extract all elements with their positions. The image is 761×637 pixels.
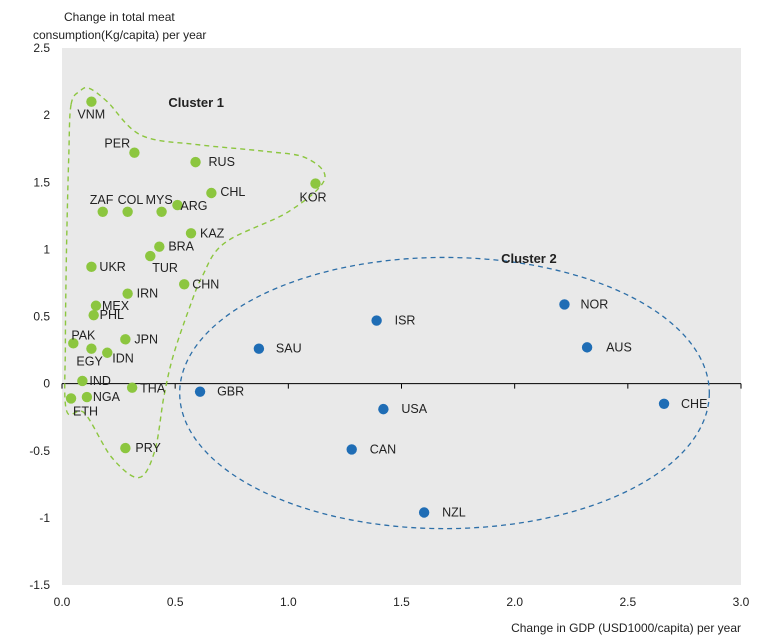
- point-nga: [81, 391, 93, 403]
- y-tick-label: 1: [43, 242, 50, 256]
- point-jpn: [120, 334, 131, 345]
- point-mys: [156, 206, 167, 217]
- point-chl: [206, 187, 217, 199]
- point-chn: [179, 279, 190, 290]
- point-label-rus: RUS: [209, 155, 235, 169]
- point-label-can: CAN: [370, 442, 396, 456]
- point-rus: [190, 156, 201, 168]
- point-sau: [253, 343, 265, 354]
- point-label-nga: NGA: [93, 390, 121, 404]
- point-kaz: [185, 228, 197, 239]
- point-label-usa: USA: [401, 402, 427, 416]
- point-label-tur: TUR: [152, 261, 178, 275]
- plot-area: [62, 48, 741, 585]
- y-axis-title-line-1: Change in total meat: [64, 10, 175, 24]
- point-col: [122, 206, 133, 217]
- point-label-tha: THA: [140, 382, 166, 396]
- y-tick-label: -1: [39, 511, 50, 525]
- point-egy: [86, 343, 97, 354]
- point-isr: [371, 315, 382, 326]
- y-axis-title-line-2: consumption(Kg/capita) per year: [33, 28, 206, 42]
- point-label-ind: IND: [89, 374, 111, 388]
- point-label-che: CHE: [681, 397, 707, 411]
- point-label-gbr: GBR: [217, 385, 244, 399]
- point-nzl: [418, 507, 430, 518]
- point-label-chl: CHL: [220, 185, 245, 199]
- point-nor: [559, 299, 570, 310]
- y-tick-label: 0.5: [33, 310, 50, 324]
- point-che: [658, 398, 670, 409]
- point-label-kor: KOR: [299, 191, 326, 205]
- point-label-isr: ISR: [395, 314, 416, 328]
- point-ind: [77, 375, 88, 387]
- point-kor: [310, 178, 321, 189]
- point-eth: [65, 393, 77, 404]
- cluster-2-outline: [179, 256, 710, 530]
- point-aus: [581, 342, 593, 353]
- point-bra: [154, 241, 165, 252]
- point-label-kaz: KAZ: [200, 226, 225, 240]
- x-tick-label: 1.0: [280, 595, 297, 609]
- x-tick-label: 2.5: [619, 595, 636, 609]
- point-per: [129, 147, 140, 158]
- y-tick-label: -0.5: [29, 444, 50, 458]
- cluster-2-label: Cluster 2: [501, 251, 557, 266]
- point-label-jpn: JPN: [134, 332, 158, 346]
- point-tur: [145, 250, 156, 262]
- point-label-nor: NOR: [580, 297, 608, 311]
- point-label-pry: PRY: [135, 441, 161, 455]
- point-label-ukr: UKR: [99, 260, 125, 274]
- point-label-nzl: NZL: [442, 506, 466, 520]
- point-zaf: [97, 206, 108, 217]
- cluster-1-outline: [64, 86, 326, 479]
- y-tick-label: 2: [43, 108, 50, 122]
- point-label-irn: IRN: [137, 287, 159, 301]
- point-label-eth: ETH: [73, 404, 98, 418]
- point-usa: [378, 403, 389, 415]
- x-axis-title: Change in GDP (USD1000/capita) per year: [511, 621, 741, 635]
- point-label-per: PER: [104, 137, 130, 151]
- point-phl: [88, 309, 99, 321]
- point-label-egy: EGY: [76, 355, 103, 369]
- point-mex: [90, 300, 102, 311]
- y-axis-ticks: 2.5 2 1.5 1 0.5 0 -0.5 -1 -1.5: [29, 41, 50, 592]
- point-can: [346, 444, 357, 455]
- x-tick-label: 0.0: [54, 595, 71, 609]
- point-label-mex: MEX: [102, 299, 130, 313]
- x-tick-label: 2.0: [506, 595, 523, 609]
- x-tick-label: 1.5: [393, 595, 410, 609]
- data-points: VNM PER RUS CHL KOR ZAF COL MYS ARG KAZ BRA TUR UKR C…: [65, 96, 707, 520]
- y-tick-label: 0: [43, 377, 50, 391]
- point-label-bra: BRA: [168, 240, 194, 254]
- point-label-idn: IDN: [112, 352, 134, 366]
- y-tick-label: -1.5: [29, 578, 50, 592]
- point-label-vnm: VNM: [77, 108, 105, 122]
- point-tha: [126, 382, 138, 393]
- x-tick-label: 0.5: [167, 595, 184, 609]
- point-vnm: [86, 96, 97, 107]
- point-pak: [68, 338, 79, 349]
- x-tick-label: 3.0: [733, 595, 750, 609]
- y-tick-label: 2.5: [33, 41, 50, 55]
- point-gbr: [194, 386, 206, 397]
- y-tick-label: 1.5: [33, 175, 50, 189]
- point-idn: [102, 347, 113, 358]
- point-arg: [172, 199, 183, 211]
- point-label-phl: PHL: [100, 308, 124, 322]
- cluster-1-label: Cluster 1: [168, 95, 224, 110]
- point-label-sau: SAU: [276, 342, 302, 356]
- point-label-aus: AUS: [606, 340, 632, 354]
- point-label-col: COL: [118, 193, 144, 207]
- point-pry: [120, 442, 131, 454]
- point-label-chn: CHN: [192, 277, 219, 291]
- point-label-pak: PAK: [71, 328, 96, 342]
- point-ukr: [86, 261, 97, 273]
- point-label-zaf: ZAF: [90, 193, 114, 207]
- x-axis-ticks: 0.0 0.5 1.0 1.5 2.0 2.5 3.0: [54, 383, 750, 609]
- point-label-mys: MYS: [146, 193, 173, 207]
- point-label-arg: ARG: [180, 199, 207, 213]
- point-irn: [122, 288, 133, 299]
